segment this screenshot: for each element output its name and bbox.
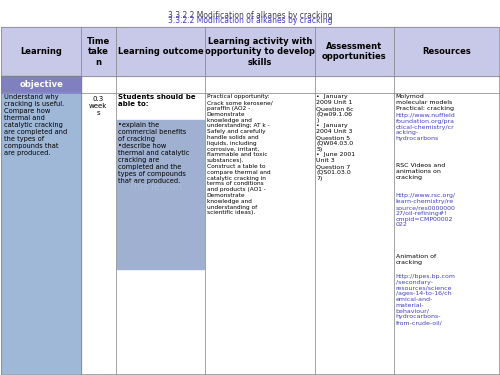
Text: Time
take
n: Time take n xyxy=(86,37,110,66)
Bar xyxy=(2,27,498,76)
Text: Molymod
molecular models
Practical: cracking: Molymod molecular models Practical: crac… xyxy=(396,94,454,111)
Text: Learning: Learning xyxy=(20,47,62,56)
Bar xyxy=(116,120,204,269)
Text: This lesson: This lesson xyxy=(128,183,182,192)
Text: http://bpes.bp.com
/secondary-
resources/science
/ages-14-to-16/ch
emical-and-
m: http://bpes.bp.com /secondary- resources… xyxy=(396,274,456,325)
Text: Resources: Resources xyxy=(422,47,471,56)
Text: Animation of
cracking: Animation of cracking xyxy=(396,254,436,264)
Text: http://www.rsc.org/
learn-chemistry/re
source/res0000000
27/oil-refining#!
cmpid: http://www.rsc.org/ learn-chemistry/re s… xyxy=(396,194,456,228)
Text: Learning activity with
opportunity to develop
skills: Learning activity with opportunity to de… xyxy=(205,37,315,66)
Bar xyxy=(2,76,81,93)
Text: http://www.nuffield
foundation.org/pra
ctical-chemistry/cr
acking-
hydrocarbons: http://www.nuffield foundation.org/pra c… xyxy=(396,113,456,141)
Text: Understand why
cracking is useful.
Compare how
thermal and
catalytic cracking
ar: Understand why cracking is useful. Compa… xyxy=(4,94,67,156)
Text: Assessment
opportunities: Assessment opportunities xyxy=(322,42,386,62)
Text: •  January
2009 Unit 1
Question 6c
(Qw09.1.06
)
•  January
2004 Unit 3
Question : • January 2009 Unit 1 Question 6c (Qw09.… xyxy=(316,94,356,181)
Text: •explain the
commercial benefits
of cracking
•describe how
thermal and catalytic: •explain the commercial benefits of crac… xyxy=(118,122,190,184)
Text: RSC Videos and
animations on
cracking: RSC Videos and animations on cracking xyxy=(396,163,445,180)
Bar xyxy=(2,93,81,374)
Text: 3.3.2.2 Modification of alkanes by cracking: 3.3.2.2 Modification of alkanes by crack… xyxy=(168,11,332,20)
Text: 0.3
week
s: 0.3 week s xyxy=(89,96,108,116)
Text: Students should be
able to:: Students should be able to: xyxy=(118,94,196,108)
Text: Learning outcome: Learning outcome xyxy=(118,47,204,56)
Text: objective: objective xyxy=(19,80,63,89)
Text: 3.3.2.2 Modification of alkanes by cracking: 3.3.2.2 Modification of alkanes by crack… xyxy=(168,16,332,25)
Text: Practical opportunity:
Crack some kerosene/
paraffin (AO2 -
Demonstrate
knowledg: Practical opportunity: Crack some kerose… xyxy=(206,94,272,216)
